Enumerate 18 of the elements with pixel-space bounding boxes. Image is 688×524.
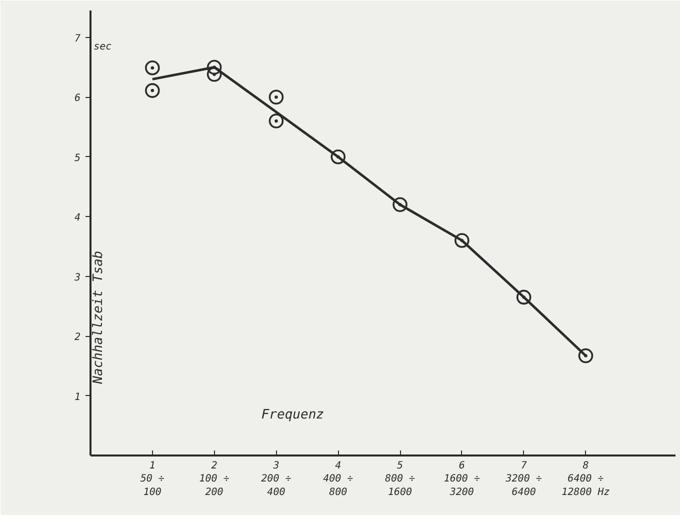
- x-tick-label: 6 1600 ÷ 3200: [444, 460, 480, 498]
- y-tick-label: 6: [74, 93, 81, 104]
- y-tick-label: 4: [74, 212, 81, 224]
- y-axis-title: Nachhallzeit Tsab: [90, 250, 106, 385]
- x-tick-label: 3 200 ÷ 400: [261, 460, 292, 498]
- y-tick-label: 1: [74, 392, 81, 403]
- y-tick-label: 7: [74, 33, 81, 44]
- x-axis-title: Frequenz: [261, 408, 324, 423]
- y-tick-label: 2: [74, 332, 81, 344]
- y-tick-label: 3: [73, 272, 81, 284]
- x-tick-label: 2 100 ÷ 200: [199, 460, 230, 498]
- text: sec: [94, 41, 112, 52]
- x-tick-label: 8 6400 ÷ 12800 Hz: [562, 460, 610, 498]
- y-tick-label: 5: [74, 152, 81, 164]
- x-tick-label: 4 400 ÷ 800: [323, 460, 354, 498]
- x-tick-label: 1 50 ÷ 100: [140, 460, 164, 498]
- x-tick-label: 5 800 ÷ 1600: [384, 460, 416, 498]
- x-tick-label: 7 3200 ÷ 6400: [504, 460, 542, 498]
